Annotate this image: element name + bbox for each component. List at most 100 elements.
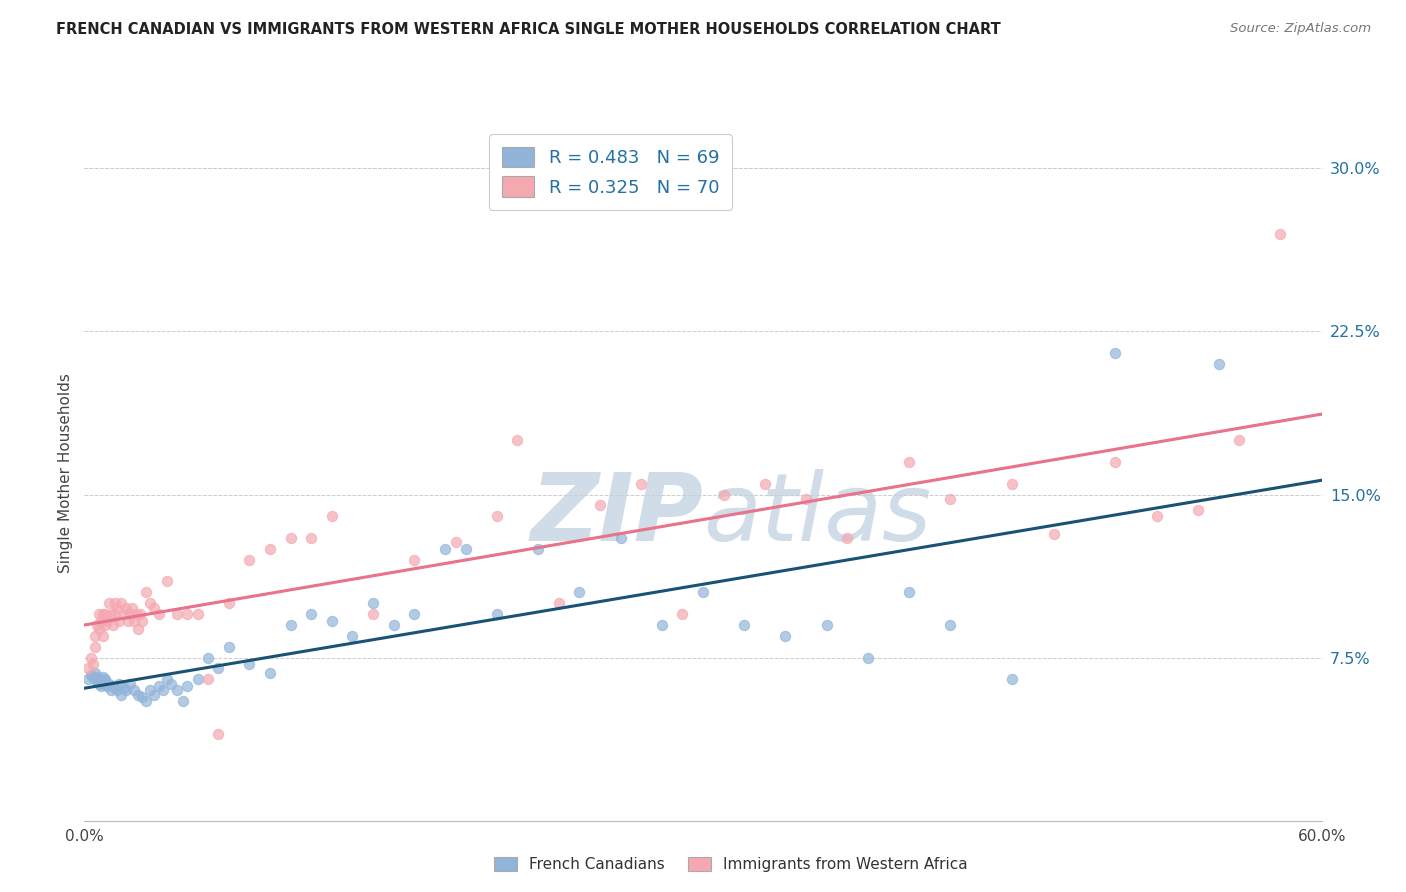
Point bbox=[321, 509, 343, 524]
Point bbox=[91, 607, 114, 621]
Point bbox=[127, 688, 149, 702]
Point bbox=[361, 607, 384, 621]
Point bbox=[259, 541, 281, 556]
Point bbox=[105, 600, 128, 615]
Point bbox=[110, 596, 132, 610]
Point bbox=[112, 681, 135, 695]
Point bbox=[775, 629, 797, 643]
Point bbox=[105, 683, 128, 698]
Point bbox=[609, 531, 631, 545]
Point bbox=[86, 670, 108, 684]
Point bbox=[939, 491, 962, 506]
Point bbox=[166, 683, 188, 698]
Point bbox=[87, 623, 110, 637]
Point bbox=[96, 614, 118, 628]
Point bbox=[108, 676, 131, 690]
Point bbox=[1270, 227, 1292, 241]
Point bbox=[485, 509, 508, 524]
Point bbox=[90, 679, 112, 693]
Point bbox=[218, 640, 240, 654]
Point bbox=[898, 585, 921, 599]
Point bbox=[1001, 673, 1024, 687]
Point bbox=[104, 607, 127, 621]
Point bbox=[135, 585, 157, 599]
Point bbox=[733, 618, 755, 632]
Point bbox=[238, 552, 260, 567]
Y-axis label: Single Mother Households: Single Mother Households bbox=[58, 373, 73, 573]
Point bbox=[568, 585, 591, 599]
Text: ZIP: ZIP bbox=[530, 468, 703, 560]
Point bbox=[382, 618, 405, 632]
Point bbox=[815, 618, 838, 632]
Point bbox=[94, 607, 117, 621]
Point bbox=[156, 574, 179, 589]
Point bbox=[114, 600, 136, 615]
Point bbox=[197, 650, 219, 665]
Point bbox=[1227, 433, 1250, 447]
Point bbox=[139, 683, 162, 698]
Point bbox=[125, 607, 148, 621]
Point bbox=[630, 476, 652, 491]
Point bbox=[404, 607, 426, 621]
Point bbox=[754, 476, 776, 491]
Point bbox=[131, 690, 153, 704]
Point bbox=[118, 607, 141, 621]
Point bbox=[82, 670, 104, 684]
Point bbox=[94, 674, 117, 689]
Point bbox=[280, 531, 302, 545]
Legend: R = 0.483   N = 69, R = 0.325   N = 70: R = 0.483 N = 69, R = 0.325 N = 70 bbox=[489, 134, 733, 210]
Point bbox=[108, 614, 131, 628]
Point bbox=[713, 487, 735, 501]
Point bbox=[692, 585, 714, 599]
Point bbox=[82, 657, 104, 671]
Point bbox=[79, 668, 101, 682]
Point bbox=[187, 607, 209, 621]
Point bbox=[91, 670, 114, 684]
Point bbox=[83, 640, 105, 654]
Point bbox=[139, 596, 162, 610]
Point bbox=[131, 614, 153, 628]
Point bbox=[87, 673, 110, 687]
Point bbox=[218, 596, 240, 610]
Point bbox=[207, 661, 229, 675]
Point bbox=[1104, 346, 1126, 360]
Point bbox=[506, 433, 529, 447]
Text: atlas: atlas bbox=[703, 469, 931, 560]
Point bbox=[794, 491, 817, 506]
Point bbox=[96, 679, 118, 693]
Point bbox=[361, 596, 384, 610]
Point bbox=[114, 683, 136, 698]
Point bbox=[148, 607, 170, 621]
Point bbox=[100, 683, 122, 698]
Point bbox=[160, 676, 183, 690]
Point bbox=[122, 683, 145, 698]
Point bbox=[454, 541, 477, 556]
Point bbox=[77, 661, 100, 675]
Point bbox=[103, 679, 125, 693]
Point bbox=[1187, 502, 1209, 516]
Point bbox=[100, 607, 122, 621]
Point bbox=[87, 676, 110, 690]
Point bbox=[1001, 476, 1024, 491]
Point bbox=[112, 607, 135, 621]
Point bbox=[77, 673, 100, 687]
Point bbox=[135, 694, 157, 708]
Point bbox=[86, 618, 108, 632]
Point bbox=[156, 673, 179, 687]
Point bbox=[172, 694, 194, 708]
Point bbox=[259, 665, 281, 680]
Text: Source: ZipAtlas.com: Source: ZipAtlas.com bbox=[1230, 22, 1371, 36]
Point bbox=[176, 679, 198, 693]
Point bbox=[671, 607, 693, 621]
Point bbox=[856, 650, 879, 665]
Point bbox=[143, 600, 166, 615]
Point bbox=[86, 674, 108, 689]
Point bbox=[527, 541, 550, 556]
Point bbox=[83, 673, 105, 687]
Point bbox=[1042, 526, 1064, 541]
Point bbox=[98, 676, 121, 690]
Point bbox=[98, 596, 121, 610]
Point bbox=[197, 673, 219, 687]
Point bbox=[299, 607, 322, 621]
Legend: French Canadians, Immigrants from Western Africa: French Canadians, Immigrants from Wester… bbox=[486, 849, 976, 880]
